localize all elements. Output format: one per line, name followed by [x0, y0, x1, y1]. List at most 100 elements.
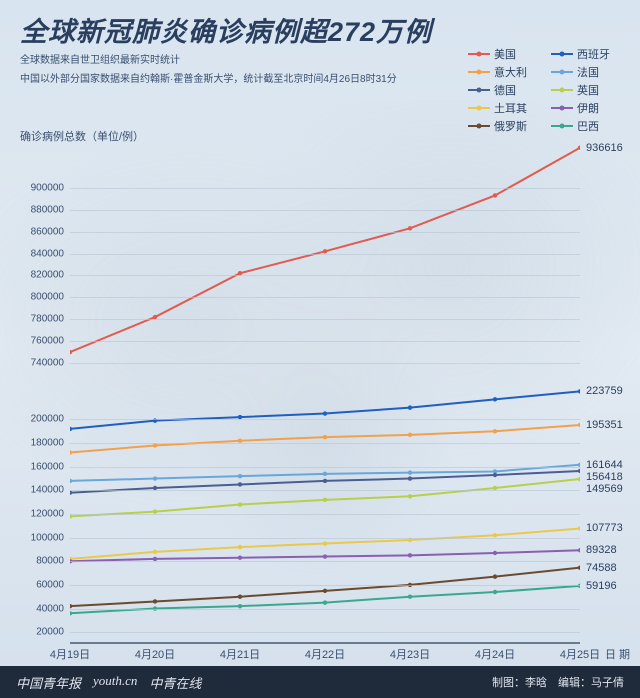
- series-end-label: 149569: [586, 483, 623, 495]
- series-point: [323, 498, 327, 502]
- xaxis-line: [70, 642, 580, 644]
- xtick-label: 4月24日: [475, 646, 515, 662]
- series-end-label: 107773: [586, 522, 623, 534]
- series-point: [493, 551, 497, 555]
- series-end-label: 936616: [586, 142, 623, 154]
- xtick-label: 4月19日: [50, 646, 90, 662]
- gridline: [70, 561, 580, 562]
- legend-swatch: [468, 71, 490, 73]
- series-point: [323, 541, 327, 545]
- legend-item: 巴西: [551, 118, 610, 134]
- series-point: [408, 494, 412, 498]
- series-point: [578, 477, 580, 481]
- ytick-label: 60000: [18, 579, 64, 590]
- ytick-label: 880000: [18, 204, 64, 215]
- legend-item: 伊朗: [551, 100, 610, 116]
- series-point: [578, 526, 580, 530]
- xtick-label: 4月21日: [220, 646, 260, 662]
- series-point: [238, 545, 242, 549]
- legend-item: 美国: [468, 46, 527, 62]
- legend-label: 意大利: [494, 64, 527, 80]
- gridline: [70, 341, 580, 342]
- ytick-label: 740000: [18, 358, 64, 369]
- gridline: [70, 297, 580, 298]
- series-end-label: 89328: [586, 544, 617, 556]
- gridline: [70, 514, 580, 515]
- gridline: [70, 363, 580, 364]
- ytick-label: 100000: [18, 532, 64, 543]
- series-point: [238, 502, 242, 506]
- series-point: [70, 611, 72, 615]
- series-point: [408, 405, 412, 409]
- series-end-label: 59196: [586, 580, 617, 592]
- footer-logo: 中国青年报: [16, 673, 81, 692]
- legend-item: 法国: [551, 64, 610, 80]
- ytick-label: 160000: [18, 461, 64, 472]
- series-point: [153, 599, 157, 603]
- footer-logos: 中国青年报youth.cn中青在线: [16, 673, 201, 692]
- gridline: [70, 319, 580, 320]
- gridline: [70, 609, 580, 610]
- legend-label: 伊朗: [577, 100, 599, 116]
- xtick-label: 4月25日: [560, 646, 600, 662]
- gridline: [70, 419, 580, 420]
- series-point: [493, 574, 497, 578]
- ytick-label: 40000: [18, 603, 64, 614]
- legend-item: 西班牙: [551, 46, 610, 62]
- ytick-label: 20000: [18, 627, 64, 638]
- gridline: [70, 632, 580, 633]
- gridline: [70, 254, 580, 255]
- legend-label: 西班牙: [577, 46, 610, 62]
- yaxis-title: 确诊病例总数（单位/例）: [20, 128, 144, 144]
- series-point: [323, 435, 327, 439]
- series-point: [238, 482, 242, 486]
- xtick-label: 4月23日: [390, 646, 430, 662]
- series-point: [153, 476, 157, 480]
- ytick-label: 140000: [18, 485, 64, 496]
- series-point: [578, 548, 580, 552]
- ytick-label: 800000: [18, 292, 64, 303]
- legend-swatch: [468, 107, 490, 109]
- legend-label: 美国: [494, 46, 516, 62]
- gridline: [70, 232, 580, 233]
- series-point: [493, 429, 497, 433]
- legend: 美国 西班牙意大利 法国德国 英国土耳其 伊朗俄罗斯 巴西: [468, 46, 610, 134]
- gridline: [70, 585, 580, 586]
- series-point: [323, 411, 327, 415]
- series-point: [70, 450, 72, 454]
- series-line: [70, 391, 580, 429]
- legend-swatch: [468, 125, 490, 127]
- series-point: [323, 600, 327, 604]
- legend-swatch: [468, 89, 490, 91]
- legend-item: 土耳其: [468, 100, 527, 116]
- legend-item: 俄罗斯: [468, 118, 527, 134]
- legend-swatch: [468, 53, 490, 55]
- gridline: [70, 443, 580, 444]
- series-point: [238, 474, 242, 478]
- chart-area: 日 期 740000760000780000800000820000840000…: [70, 144, 580, 644]
- gridline: [70, 490, 580, 491]
- series-point: [578, 423, 580, 427]
- legend-swatch: [551, 125, 573, 127]
- ytick-label: 120000: [18, 509, 64, 520]
- series-line: [70, 568, 580, 607]
- series-point: [153, 550, 157, 554]
- gridline: [70, 538, 580, 539]
- series-point: [323, 479, 327, 483]
- series-point: [238, 595, 242, 599]
- series-point: [493, 590, 497, 594]
- series-point: [408, 470, 412, 474]
- gridline: [70, 188, 580, 189]
- legend-swatch: [551, 107, 573, 109]
- series-end-label: 161644: [586, 459, 623, 471]
- footer-credits: 制图：李晗 编辑：马子倩: [492, 674, 624, 690]
- page-title: 全球新冠肺炎确诊病例超272万例: [20, 10, 620, 49]
- ytick-label: 840000: [18, 248, 64, 259]
- series-end-label: 195351: [586, 419, 623, 431]
- legend-label: 法国: [577, 64, 599, 80]
- legend-label: 英国: [577, 82, 599, 98]
- series-point: [323, 554, 327, 558]
- footer-logo: youth.cn: [93, 673, 137, 692]
- legend-item: 德国: [468, 82, 527, 98]
- series-point: [493, 397, 497, 401]
